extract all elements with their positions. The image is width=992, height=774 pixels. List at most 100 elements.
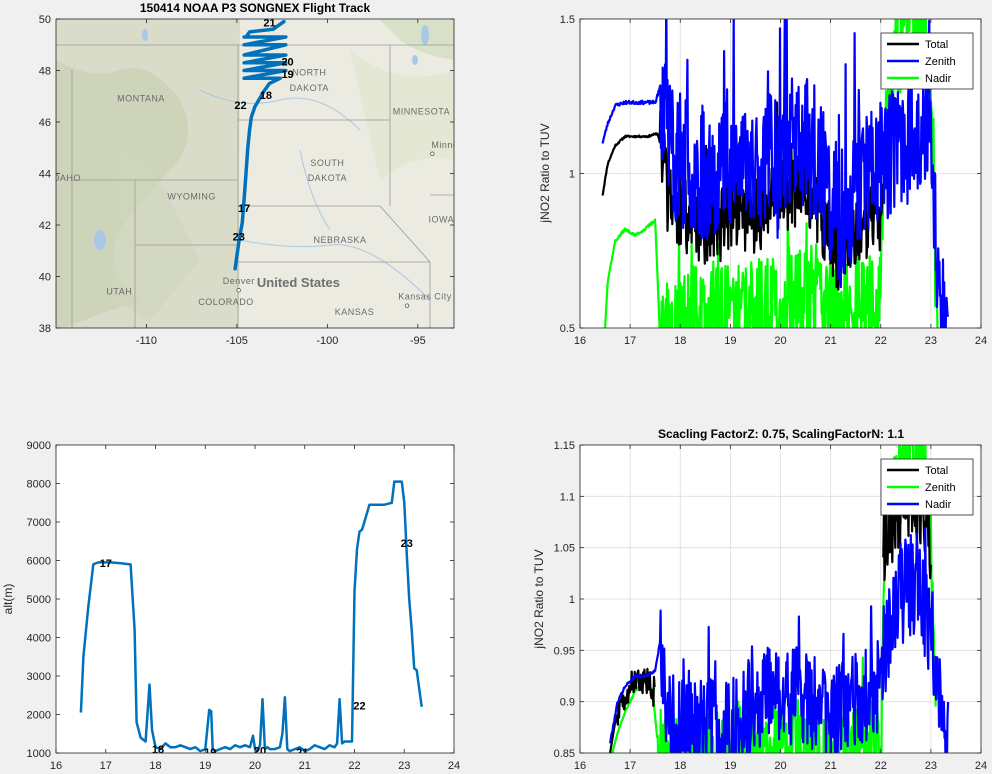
y-tick-label: 1.5 xyxy=(560,14,575,26)
ratio-bottom-ticks: 16 17 18 19 20 21 22 23 24 0.85 0.9 0.95 1 1.05 1.1 1.1… xyxy=(554,440,988,772)
map-place-name: NORTH xyxy=(292,68,326,78)
y-tick-label: 4000 xyxy=(27,633,51,645)
map-panel: 150414 NOAA P3 SONGNEX Flight Track xyxy=(39,1,478,347)
ratio-bottom-legend: Total Zenith Nadir xyxy=(880,458,974,516)
ratio-bottom-ylabel: jNO2 Ratio to TUV xyxy=(532,549,546,649)
x-tick-label: -95 xyxy=(410,335,426,347)
x-tick-label: 20 xyxy=(249,760,261,772)
altitude-hour-label: 23 xyxy=(401,538,413,550)
x-tick-label: 22 xyxy=(348,760,360,772)
altitude-hour-labels: 17 18 19 20 21 22 23 xyxy=(100,538,413,759)
map-hour-label: 18 xyxy=(260,90,272,102)
x-tick-label: -110 xyxy=(136,335,157,347)
ratio-top-ticks: 16 17 18 19 20 21 22 23 24 0.5 1 1.5 xyxy=(560,14,987,347)
x-tick-label: 21 xyxy=(825,335,837,347)
x-tick-label: 18 xyxy=(149,760,161,772)
legend-label-zenith: Zenith xyxy=(925,482,956,494)
y-tick-label: 0.9 xyxy=(560,697,575,709)
x-tick-label: -105 xyxy=(226,335,248,347)
map-place-name: DAKOTA xyxy=(290,83,329,93)
x-tick-label: -100 xyxy=(316,335,338,347)
series-line-nadir xyxy=(604,19,939,328)
map-place-name: COLORADO xyxy=(198,297,254,307)
city-marker xyxy=(404,303,410,308)
flight-track-line xyxy=(233,19,288,271)
map-place-name: DAHO xyxy=(53,173,81,183)
x-tick-label: 23 xyxy=(398,760,410,772)
map-place-name: Denver xyxy=(223,276,255,286)
y-tick-label: 6000 xyxy=(27,556,51,568)
legend-label-total: Total xyxy=(925,465,948,477)
y-tick-label: 5000 xyxy=(27,594,51,606)
map-place-name: United States xyxy=(257,275,340,290)
map-hour-label: 20 xyxy=(281,56,293,68)
x-tick-label: 17 xyxy=(100,760,112,772)
y-tick-label: 1.1 xyxy=(560,491,575,503)
altitude-ticks: 16 17 18 19 20 21 22 23 24 1000 2000 3000 4000 5000 60… xyxy=(27,440,461,772)
y-tick-label: 1.05 xyxy=(554,543,575,555)
x-tick-label: 23 xyxy=(925,335,937,347)
x-tick-label: 18 xyxy=(674,760,686,772)
map-place-name: KANSAS xyxy=(335,307,375,317)
x-tick-label: 20 xyxy=(774,335,786,347)
series-line-total xyxy=(601,101,884,291)
y-tick-label: 7000 xyxy=(27,517,51,529)
y-tick-label: 2000 xyxy=(27,710,51,722)
y-tick-label: 38 xyxy=(39,323,51,335)
city-marker xyxy=(430,151,435,156)
map-place-name: MONTANA xyxy=(117,93,165,103)
x-tick-label: 19 xyxy=(199,760,211,772)
map-place-name: SOUTH xyxy=(310,158,344,168)
ratio-bottom-title: Scacling FactorZ: 0.75, ScalingFactorN: … xyxy=(658,427,904,441)
map-hour-label: 19 xyxy=(281,69,293,81)
altitude-ylabel: alt(m) xyxy=(1,584,15,615)
y-tick-label: 48 xyxy=(39,66,51,78)
altitude-hour-label: 21 xyxy=(296,747,308,759)
series-line-nadir xyxy=(609,526,950,753)
x-tick-label: 16 xyxy=(50,760,62,772)
map-place-name: WYOMING xyxy=(167,191,216,201)
map-ticks: -110 -105 -100 -95 38 40 42 44 46 48 50 xyxy=(39,14,454,347)
y-tick-label: 0.85 xyxy=(554,748,575,760)
altitude-axes-bg xyxy=(56,445,454,753)
map-place-name: Minneap xyxy=(431,140,469,150)
x-tick-label: 24 xyxy=(975,760,987,772)
y-tick-label: 1000 xyxy=(27,748,51,760)
y-tick-label: 1 xyxy=(569,594,575,606)
map-hour-label: 23 xyxy=(233,231,245,243)
y-tick-label: 50 xyxy=(39,14,51,26)
x-tick-label: 24 xyxy=(975,335,987,347)
city-marker xyxy=(236,288,241,293)
altitude-hour-label: 20 xyxy=(254,745,266,757)
x-tick-label: 24 xyxy=(448,760,460,772)
altitude-line xyxy=(79,480,423,753)
altitude-panel: 17 18 19 20 21 22 23 16 17 18 19 20 21 22 23 24 1000 200… xyxy=(1,440,460,772)
map-place-name: NEBRASKA xyxy=(314,235,367,245)
map-place-name: MINNESOTA xyxy=(393,106,450,116)
altitude-hour-label: 17 xyxy=(100,558,112,570)
x-tick-label: 19 xyxy=(724,760,736,772)
series-line-zenith xyxy=(601,19,949,328)
x-tick-label: 19 xyxy=(724,335,736,347)
ratio-top-panel: 16 17 18 19 20 21 22 23 24 0.5 1 1.5 jNO2 Ratio to … xyxy=(538,14,987,347)
map-hour-label: 22 xyxy=(234,100,246,112)
map-background: MONTANA NORTH DAKOTA MINNESOTA Minneap SOUTH D… xyxy=(53,19,478,328)
x-tick-label: 21 xyxy=(299,760,311,772)
y-tick-label: 1.15 xyxy=(554,440,575,452)
x-tick-label: 23 xyxy=(925,760,937,772)
legend-label-total: Total xyxy=(925,39,948,51)
y-tick-label: 3000 xyxy=(27,671,51,683)
ratio-top-series xyxy=(601,19,949,328)
x-tick-label: 17 xyxy=(624,335,636,347)
series-line-zenith xyxy=(611,445,937,753)
y-tick-label: 1 xyxy=(569,169,575,181)
map-place-name: DAKOTA xyxy=(308,173,347,183)
map-place-name: UTAH xyxy=(106,287,132,297)
y-tick-label: 9000 xyxy=(27,440,51,452)
map-hour-label: 17 xyxy=(238,203,250,215)
x-tick-label: 16 xyxy=(574,760,586,772)
ratio-bottom-panel: Scacling FactorZ: 0.75, ScalingFactorN: … xyxy=(532,427,988,772)
map-place-name: MIS xyxy=(460,310,478,320)
map-place-names: MONTANA NORTH DAKOTA MINNESOTA Minneap SOUTH D… xyxy=(53,68,478,320)
